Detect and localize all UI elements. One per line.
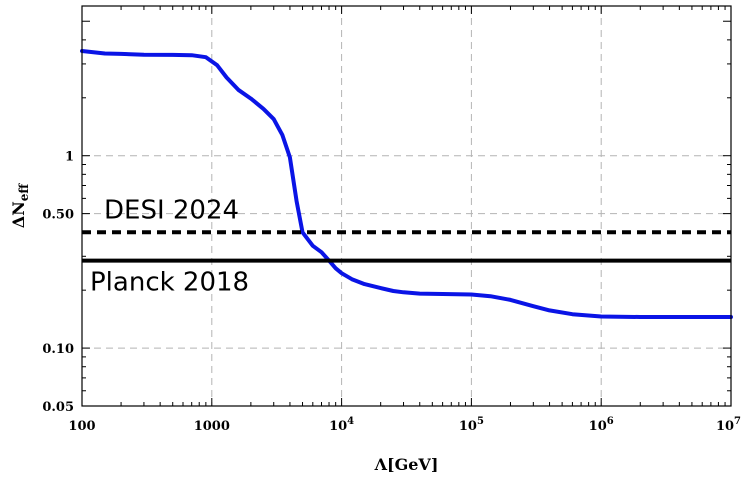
x-tick-label: 100: [68, 419, 95, 434]
desi-2024-label: DESI 2024: [104, 195, 239, 225]
x-tick-label: 1000: [194, 419, 230, 434]
x-tick-label-exp: 6: [607, 416, 614, 427]
y-axis-title-base: ΔN: [9, 201, 28, 228]
annotations: DESI 2024 Planck 2018: [82, 195, 731, 298]
x-tick-label-exp: 7: [734, 416, 741, 427]
x-tick-label: 104: [329, 416, 354, 434]
x-axis-title: Λ[GeV]: [374, 455, 439, 474]
x-tick-label: 106: [589, 416, 614, 434]
x-tick-label-base: 10: [716, 419, 734, 434]
plot-frame: [81, 5, 732, 407]
x-tick-label-base: 1000: [194, 419, 230, 434]
planck-2018-label: Planck 2018: [90, 268, 249, 298]
y-tick-label: 1: [65, 150, 74, 165]
x-tick-label: 107: [716, 416, 741, 434]
grid: [82, 6, 731, 406]
ticks: [81, 5, 732, 407]
x-tick-label-base: 10: [329, 419, 347, 434]
y-axis-title: ΔNeff: [9, 183, 31, 229]
x-tick-label: 105: [459, 416, 484, 434]
y-tick-label: 0.50: [42, 208, 74, 223]
y-axis-title-sub: eff: [17, 183, 31, 202]
y-tick-label: 0.10: [42, 342, 74, 357]
x-tick-label-base: 100: [68, 419, 95, 434]
x-tick-label-exp: 4: [347, 416, 354, 427]
y-tick-label: 0.05: [42, 400, 74, 415]
x-tick-label-exp: 5: [477, 416, 484, 427]
x-tick-label-base: 10: [589, 419, 607, 434]
x-tick-label-base: 10: [459, 419, 477, 434]
